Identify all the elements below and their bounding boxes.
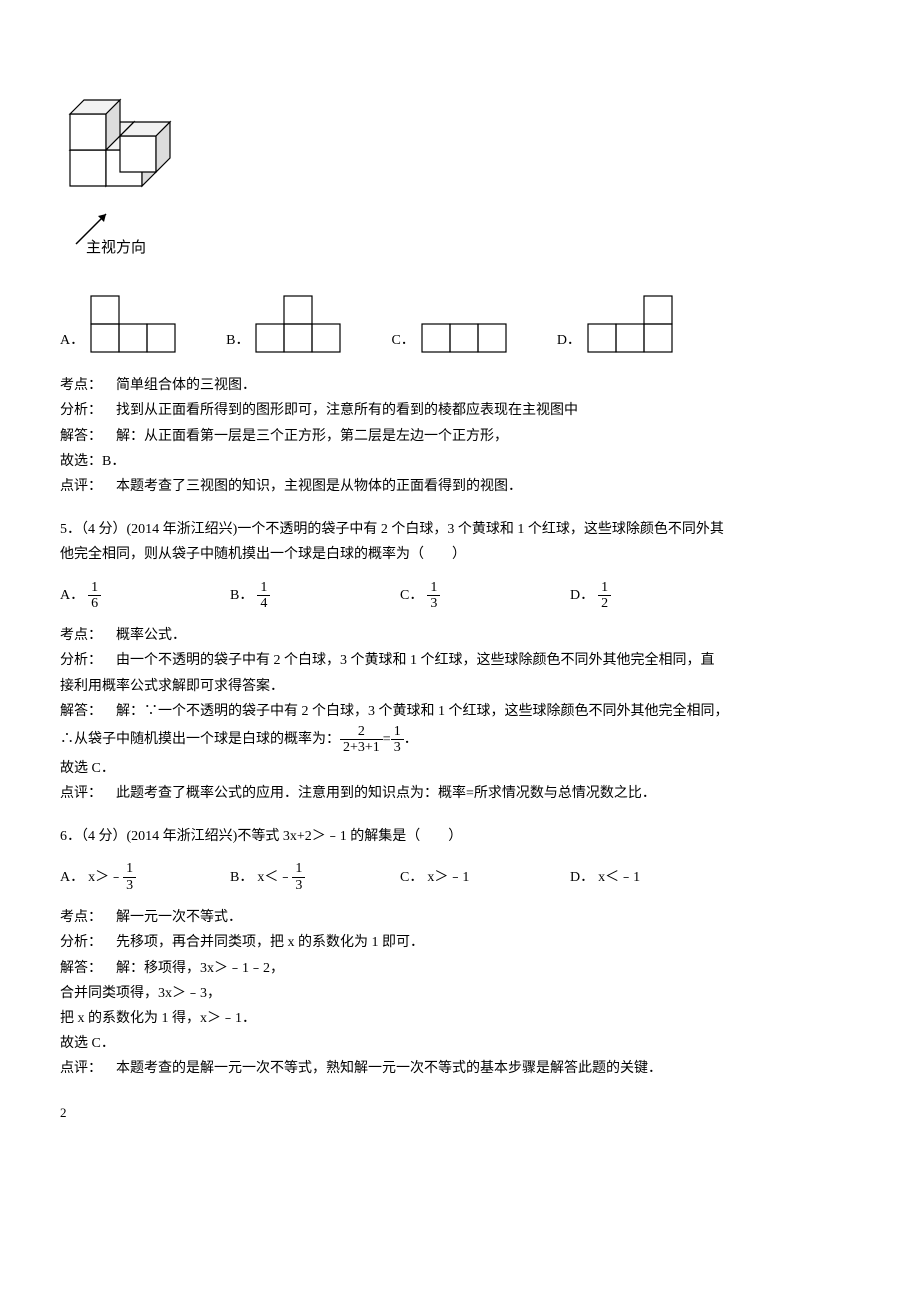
answer-line: 故选 C．	[60, 756, 860, 781]
q4-analysis: 考点：简单组合体的三视图． 分析：找到从正面看所得到的图形即可，注意所有的看到的…	[60, 373, 860, 499]
q5-option-d: D． 12	[570, 580, 740, 612]
q5-analysis: 考点：概率公式． 分析：由一个不透明的袋子中有 2 个白球，3 个黄球和 1 个…	[60, 623, 860, 806]
fenxi-text: 由一个不透明的袋子中有 2 个白球，3 个黄球和 1 个红球，这些球除颜色不同外…	[116, 653, 715, 668]
jieda-label: 解答：	[60, 424, 116, 449]
option-letter: A．	[60, 328, 84, 353]
kaodian-label: 考点：	[60, 373, 116, 398]
page-number: 2	[60, 1101, 860, 1124]
dianping-text: 本题考查的是解一元一次不等式，熟知解一元一次不等式的基本步骤是解答此题的关键．	[116, 1061, 662, 1076]
q5-stem-2: 他完全相同，则从袋子中随机摸出一个球是白球的概率为（ ）	[60, 542, 860, 567]
view-direction: 主视方向	[68, 206, 860, 265]
option-text: x＞﹣1	[427, 865, 469, 890]
answer-line: 故选 C．	[60, 1031, 860, 1056]
q4-option-b: B．	[226, 295, 341, 353]
answer-line: 故选：B．	[60, 449, 860, 474]
dianping-label: 点评：	[60, 781, 116, 806]
option-letter: A．	[60, 865, 84, 890]
q6-option-c: C． x＞﹣1	[400, 861, 570, 893]
fenxi-text: 找到从正面看所得到的图形即可，注意所有的看到的棱都应表现在主视图中	[116, 403, 578, 418]
q5-option-b: B． 14	[230, 580, 400, 612]
dianping-label: 点评：	[60, 474, 116, 499]
dianping-text: 本题考查了三视图的知识，主视图是从物体的正面看得到的视图．	[116, 479, 522, 494]
option-letter: C．	[391, 328, 414, 353]
kaodian-text: 解一元一次不等式．	[116, 910, 242, 925]
option-text: x＜﹣1	[598, 865, 640, 890]
q4-option-a: A．	[60, 295, 176, 353]
period: ．	[404, 727, 418, 752]
q5-options: A． 16 B． 14 C． 13 D． 12	[60, 580, 860, 612]
q5-stem-1: 5．（4 分）(2014 年浙江绍兴)一个不透明的袋子中有 2 个白球，3 个黄…	[60, 517, 860, 542]
q6-option-b: B． x＜﹣ 13	[230, 861, 400, 893]
option-letter: C．	[400, 865, 423, 890]
q6-options: A． x＞﹣ 13 B． x＜﹣ 13 C． x＞﹣1 D． x＜﹣1	[60, 861, 860, 893]
step-line: 把 x 的系数化为 1 得，x＞﹣1．	[60, 1006, 860, 1031]
option-letter: B．	[230, 865, 253, 890]
q6-analysis: 考点：解一元一次不等式． 分析：先移项，再合并同类项，把 x 的系数化为 1 即…	[60, 905, 860, 1081]
jieda-text: 解：移项得，3x＞﹣1﹣2，	[116, 961, 284, 976]
q6-option-d: D． x＜﹣1	[570, 861, 740, 893]
q4-options: A． B． C． D．	[60, 295, 860, 353]
option-letter: D．	[570, 583, 594, 608]
option-letter: B．	[226, 328, 249, 353]
kaodian-text: 概率公式．	[116, 628, 186, 643]
option-letter: D．	[557, 328, 581, 353]
dianping-text: 此题考查了概率公式的应用．注意用到的知识点为：概率=所求情况数与总情况数之比．	[116, 786, 656, 801]
option-letter: D．	[570, 865, 594, 890]
fraction: 13	[123, 861, 136, 893]
q6-option-a: A． x＞﹣ 13	[60, 861, 230, 893]
q4-option-d: D．	[557, 295, 673, 353]
fraction: 13	[427, 580, 440, 612]
probability-expr: ∴从袋子中随机摸出一个球是白球的概率为： 22+3+1 = 13 ．	[60, 724, 860, 756]
kaodian-text: 简单组合体的三视图．	[116, 378, 256, 393]
jieda-text: 解：从正面看第一层是三个正方形，第二层是左边一个正方形，	[116, 429, 508, 444]
step-line: 合并同类项得，3x＞﹣3，	[60, 981, 860, 1006]
option-letter: A．	[60, 583, 84, 608]
fenxi-text: 先移项，再合并同类项，把 x 的系数化为 1 即可．	[116, 935, 424, 950]
expr-prefix: ∴从袋子中随机摸出一个球是白球的概率为：	[60, 727, 340, 752]
option-letter: C．	[400, 583, 423, 608]
option-letter: B．	[230, 583, 253, 608]
equals: =	[383, 727, 391, 752]
svg-text:主视方向: 主视方向	[86, 239, 146, 256]
jieda-label: 解答：	[60, 956, 116, 981]
expr-prefix: x＞﹣	[88, 865, 123, 890]
fenxi-text-2: 接利用概率公式求解即可求得答案．	[60, 674, 860, 699]
fraction: 14	[257, 580, 270, 612]
kaodian-label: 考点：	[60, 905, 116, 930]
fenxi-label: 分析：	[60, 398, 116, 423]
cube-3d	[60, 80, 860, 200]
kaodian-label: 考点：	[60, 623, 116, 648]
q4-option-c: C．	[391, 295, 506, 353]
q6-stem: 6．（4 分）(2014 年浙江绍兴)不等式 3x+2＞﹣1 的解集是（ ）	[60, 824, 860, 849]
q5-option-c: C． 13	[400, 580, 570, 612]
q5-option-a: A． 16	[60, 580, 230, 612]
expr-prefix: x＜﹣	[257, 865, 292, 890]
jieda-text: 解：∵一个不透明的袋子中有 2 个白球，3 个黄球和 1 个红球，这些球除颜色不…	[116, 704, 729, 719]
fraction: 13	[391, 724, 404, 756]
fenxi-label: 分析：	[60, 930, 116, 955]
fenxi-label: 分析：	[60, 648, 116, 673]
fraction: 12	[598, 580, 611, 612]
fraction: 13	[292, 861, 305, 893]
cube-figure: 主视方向	[60, 80, 860, 265]
jieda-label: 解答：	[60, 699, 116, 724]
dianping-label: 点评：	[60, 1056, 116, 1081]
fraction: 22+3+1	[340, 724, 383, 756]
fraction: 16	[88, 580, 101, 612]
